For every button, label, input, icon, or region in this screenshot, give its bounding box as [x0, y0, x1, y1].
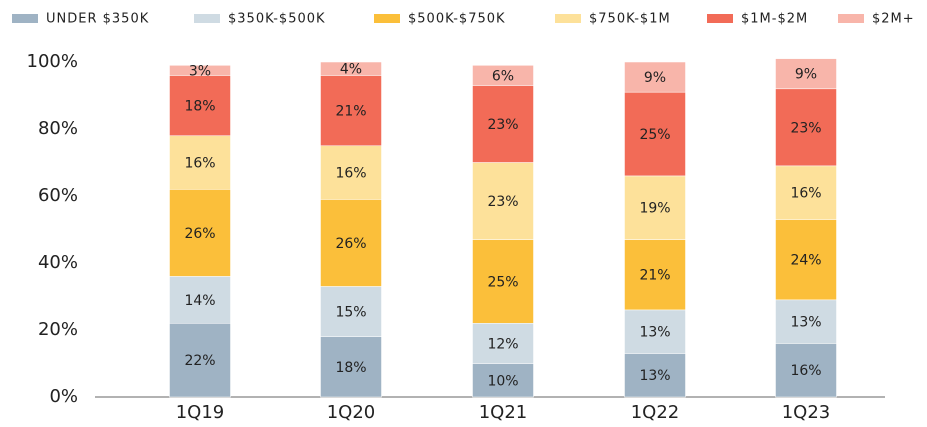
- data-label: 23%: [487, 194, 518, 210]
- bar-segment: [775, 165, 837, 220]
- x-tick-label: 1Q21: [479, 402, 528, 423]
- data-label: 3%: [189, 63, 211, 79]
- legend-label: $500K-$750K: [408, 12, 506, 27]
- legend-swatch: [555, 14, 581, 23]
- data-label: 23%: [487, 117, 518, 133]
- bar-segment: [169, 75, 231, 136]
- bar-segment: [472, 162, 534, 240]
- legend-label: $2M+: [872, 12, 915, 27]
- bar-segment: [472, 363, 534, 398]
- y-tick-label: 0%: [49, 386, 78, 407]
- y-tick-label: 60%: [38, 185, 78, 206]
- legend-swatch: [12, 14, 38, 23]
- bar-segment: [472, 65, 534, 86]
- data-label: 16%: [790, 186, 821, 202]
- data-label: 10%: [487, 373, 518, 389]
- data-label: 26%: [184, 226, 215, 242]
- x-tick-label: 1Q22: [631, 402, 680, 423]
- bar-segment: [775, 58, 837, 90]
- y-tick-label: 40%: [38, 252, 78, 273]
- data-label: 23%: [790, 120, 821, 136]
- bar-segment: [775, 299, 837, 344]
- bar-segment: [169, 276, 231, 324]
- bar-segment: [169, 323, 231, 398]
- data-label: 18%: [184, 99, 215, 115]
- legend-swatch: [707, 14, 733, 23]
- data-label: 18%: [335, 360, 366, 376]
- data-label: 4%: [340, 62, 362, 78]
- data-label: 19%: [639, 201, 670, 217]
- data-label: 21%: [639, 268, 670, 284]
- bar-segment: [169, 65, 231, 76]
- data-label: 26%: [335, 236, 366, 252]
- data-label: 24%: [790, 253, 821, 269]
- data-label: 9%: [795, 67, 817, 83]
- data-label: 16%: [790, 363, 821, 379]
- bar-segment: [775, 88, 837, 167]
- y-tick-label: 100%: [27, 51, 78, 72]
- bar-segment: [320, 199, 382, 287]
- bar-segment: [624, 61, 686, 93]
- data-label: 9%: [644, 70, 666, 86]
- legend-label: $1M-$2M: [741, 12, 808, 27]
- bar-segment: [624, 175, 686, 240]
- x-tick-label: 1Q20: [327, 402, 376, 423]
- bar-segment: [169, 135, 231, 190]
- bar-segment: [775, 343, 837, 398]
- bar-segment: [624, 239, 686, 311]
- bar-segment: [320, 75, 382, 146]
- data-label: 21%: [335, 104, 366, 120]
- data-label: 13%: [790, 315, 821, 331]
- data-label: 6%: [492, 68, 514, 84]
- y-tick-label: 80%: [38, 118, 78, 139]
- legend-label: UNDER $350K: [46, 12, 149, 27]
- bar-segment: [775, 219, 837, 301]
- bar-segment: [320, 336, 382, 398]
- data-label: 13%: [639, 325, 670, 341]
- y-tick-label: 20%: [38, 319, 78, 340]
- data-label: 25%: [639, 127, 670, 143]
- data-label: 12%: [487, 336, 518, 352]
- x-tick-label: 1Q19: [176, 402, 225, 423]
- data-label: 16%: [184, 156, 215, 172]
- legend-swatch: [838, 14, 864, 23]
- data-label: 22%: [184, 353, 215, 369]
- bar-segment: [169, 189, 231, 277]
- data-label: 14%: [184, 293, 215, 309]
- bar-segment: [472, 323, 534, 364]
- bar-segment: [624, 309, 686, 354]
- data-label: 16%: [335, 166, 366, 182]
- x-tick-label: 1Q23: [782, 402, 831, 423]
- bar-segment: [472, 239, 534, 324]
- data-label: 25%: [487, 274, 518, 290]
- data-label: 15%: [335, 305, 366, 321]
- bar-segment: [624, 353, 686, 398]
- bar-segment: [320, 145, 382, 200]
- legend-label: $350K-$500K: [228, 12, 326, 27]
- bar-segment: [320, 61, 382, 76]
- data-label: 13%: [639, 368, 670, 384]
- bar-segment: [320, 286, 382, 337]
- legend-swatch: [194, 14, 220, 23]
- legend-swatch: [374, 14, 400, 23]
- legend-label: $750K-$1M: [589, 12, 671, 27]
